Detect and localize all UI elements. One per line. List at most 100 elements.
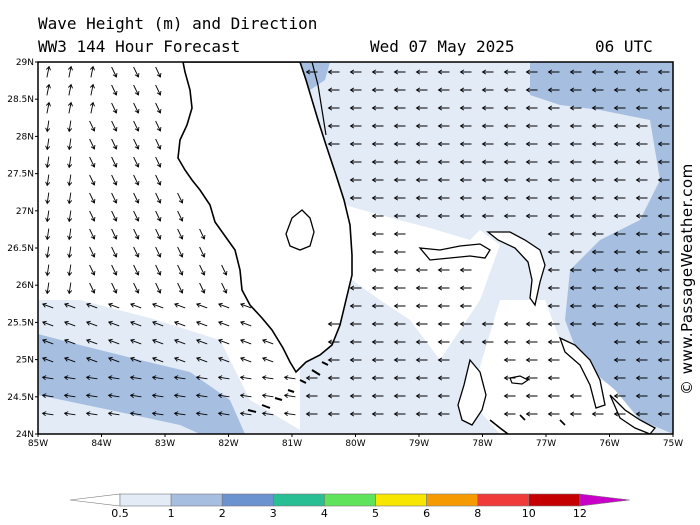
direction-arrow — [657, 285, 670, 291]
direction-arrow — [155, 228, 162, 240]
direction-arrow — [63, 356, 76, 363]
direction-arrow — [195, 356, 208, 363]
direction-arrow — [111, 102, 118, 114]
direction-arrow — [217, 356, 230, 363]
direction-arrow — [195, 393, 208, 399]
direction-arrow — [635, 159, 648, 165]
direction-arrow — [635, 357, 648, 363]
direction-arrow — [547, 105, 560, 111]
direction-arrow — [129, 302, 142, 309]
direction-arrow — [195, 338, 208, 345]
direction-arrow — [635, 177, 648, 183]
direction-arrow — [177, 228, 184, 240]
direction-arrow — [569, 159, 582, 165]
direction-arrow — [591, 87, 604, 93]
direction-arrow — [129, 320, 142, 327]
wave-direction-arrows — [41, 65, 670, 417]
direction-arrow — [327, 357, 340, 363]
direction-arrow — [657, 303, 670, 309]
direction-arrow — [45, 246, 51, 259]
direction-arrow — [481, 195, 494, 201]
direction-arrow — [657, 69, 670, 75]
direction-arrow — [89, 120, 96, 132]
lake-okeechobee — [285, 209, 315, 251]
colorbar-tick-label: 6 — [423, 507, 430, 520]
direction-arrow — [129, 356, 142, 363]
direction-arrow — [177, 246, 184, 258]
direction-arrow — [327, 123, 340, 129]
direction-arrow — [525, 69, 538, 75]
direction-arrow — [503, 375, 516, 381]
direction-arrow — [217, 302, 230, 309]
direction-arrow — [67, 282, 73, 295]
direction-arrow — [547, 159, 560, 165]
direction-arrow — [133, 210, 140, 222]
direction-arrow — [327, 321, 340, 327]
direction-arrow — [569, 249, 582, 255]
direction-arrow — [503, 159, 516, 165]
direction-arrow — [349, 339, 362, 345]
direction-arrow — [547, 285, 560, 291]
direction-arrow — [45, 264, 51, 277]
direction-arrow — [349, 375, 362, 381]
direction-arrow — [349, 177, 362, 183]
direction-arrow — [85, 393, 98, 399]
longitude-label: 78W — [472, 439, 492, 449]
direction-arrow — [569, 141, 582, 147]
direction-arrow — [459, 267, 472, 273]
direction-arrow — [107, 356, 120, 363]
direction-arrow — [613, 87, 626, 93]
direction-arrow — [239, 302, 252, 309]
direction-arrow — [525, 375, 538, 381]
direction-arrow — [657, 249, 670, 255]
direction-arrow — [459, 303, 472, 309]
direction-arrow — [525, 87, 538, 93]
direction-arrow — [89, 65, 95, 78]
direction-arrow — [481, 69, 494, 75]
direction-arrow — [569, 87, 582, 93]
direction-arrow — [525, 339, 538, 345]
direction-arrow — [371, 285, 384, 291]
direction-arrow — [547, 69, 560, 75]
direction-arrow — [349, 123, 362, 129]
direction-arrow — [45, 83, 51, 96]
direction-arrow — [525, 213, 538, 219]
direction-arrow — [195, 375, 208, 381]
direction-arrow — [459, 285, 472, 291]
colorbar-tick-label: 0.5 — [111, 507, 129, 520]
latitude-label: 27N — [16, 207, 34, 217]
direction-arrow — [591, 105, 604, 111]
direction-arrow — [349, 141, 362, 147]
direction-arrow — [591, 303, 604, 309]
direction-arrow — [393, 321, 406, 327]
colorbar-tick-label: 12 — [573, 507, 587, 520]
direction-arrow — [393, 123, 406, 129]
direction-arrow — [613, 357, 626, 363]
direction-arrow — [459, 321, 472, 327]
direction-arrow — [591, 195, 604, 201]
direction-arrow — [657, 123, 670, 129]
direction-arrow — [217, 338, 230, 345]
direction-arrow — [569, 69, 582, 75]
direction-arrow — [173, 302, 186, 309]
direction-arrow — [349, 285, 362, 291]
direction-arrow — [635, 213, 648, 219]
direction-arrow — [613, 411, 626, 417]
direction-arrow — [547, 213, 560, 219]
direction-arrow — [635, 321, 648, 327]
direction-arrow — [547, 231, 560, 237]
direction-arrow — [63, 393, 76, 399]
direction-arrow — [635, 105, 648, 111]
direction-arrow — [591, 141, 604, 147]
direction-arrow — [569, 285, 582, 291]
direction-arrow — [613, 267, 626, 273]
direction-arrow — [569, 303, 582, 309]
direction-arrow — [89, 210, 96, 222]
barrier-island — [311, 62, 327, 136]
latitude-label: 24.5N — [7, 393, 34, 403]
direction-arrow — [635, 87, 648, 93]
direction-arrow — [155, 192, 162, 204]
direction-arrow — [437, 123, 450, 129]
direction-arrow — [437, 285, 450, 291]
